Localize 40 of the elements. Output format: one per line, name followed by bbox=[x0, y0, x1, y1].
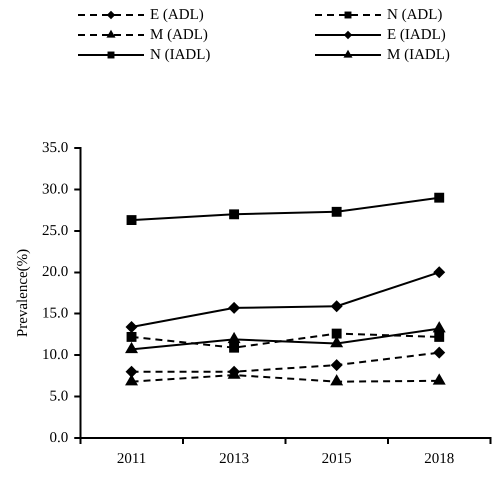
y-tick-label: 20.0 bbox=[42, 264, 68, 280]
point bbox=[433, 346, 446, 359]
point bbox=[229, 342, 240, 353]
y-axis-title: Prevalence(%) bbox=[14, 248, 31, 338]
point bbox=[332, 206, 342, 217]
point bbox=[434, 332, 444, 342]
legend-label: M (ADL) bbox=[150, 26, 208, 43]
point bbox=[125, 342, 138, 354]
point bbox=[125, 374, 138, 386]
legend-label: E (IADL) bbox=[387, 26, 446, 43]
point bbox=[330, 374, 344, 386]
point bbox=[229, 209, 240, 220]
point bbox=[330, 359, 343, 372]
point bbox=[126, 366, 138, 378]
x-tick-label: 2013 bbox=[219, 450, 250, 467]
point bbox=[330, 300, 343, 312]
point bbox=[332, 328, 342, 339]
legend-label: E (ADL) bbox=[150, 6, 204, 23]
point bbox=[228, 302, 240, 314]
point bbox=[126, 215, 136, 226]
point bbox=[432, 373, 446, 385]
x-tick-label: 2015 bbox=[322, 450, 352, 467]
x-tick-label: 2018 bbox=[424, 450, 454, 467]
legend-label: M (IADL) bbox=[387, 46, 450, 63]
point bbox=[434, 192, 444, 203]
y-tick-label: 25.0 bbox=[42, 222, 68, 239]
point bbox=[126, 332, 136, 342]
point bbox=[228, 332, 241, 344]
point bbox=[432, 321, 446, 332]
y-tick-label: 35.0 bbox=[42, 140, 68, 156]
x-tick-label: 2011 bbox=[116, 450, 146, 467]
y-tick-label: 30.0 bbox=[42, 181, 68, 198]
y-tick-label: 15.0 bbox=[42, 306, 68, 322]
point bbox=[433, 266, 446, 278]
y-tick-label: 10.0 bbox=[42, 347, 68, 364]
legend-label: N (ADL) bbox=[387, 6, 442, 23]
point bbox=[126, 320, 138, 333]
y-tick-label: 0.0 bbox=[50, 430, 68, 446]
legend-label: N (IADL) bbox=[150, 46, 210, 63]
y-tick-label: 5.0 bbox=[50, 388, 68, 405]
